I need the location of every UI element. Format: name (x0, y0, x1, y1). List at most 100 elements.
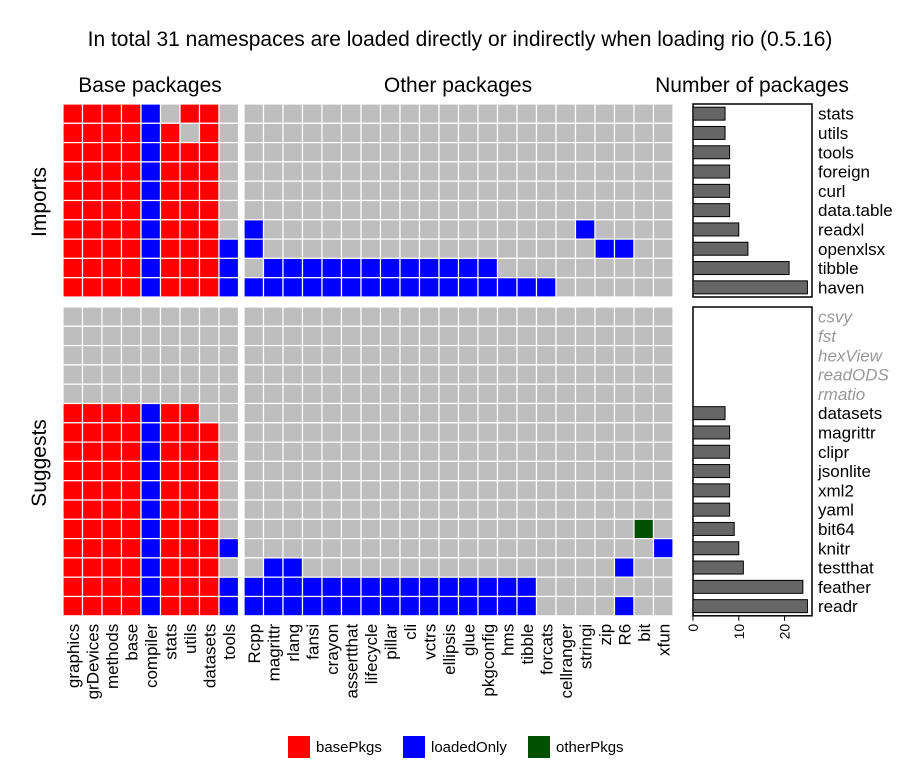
package-label-suggests-readr: readr (818, 597, 858, 616)
cell-base-imports-5-5 (159, 199, 181, 221)
cell-other-imports-2-17 (574, 142, 596, 163)
cell-other-imports-5-10 (438, 199, 460, 221)
cell-base-imports-4-1 (81, 180, 103, 202)
cell-other-suggests-4-5 (340, 383, 362, 405)
cell-other-suggests-7-17 (574, 441, 596, 463)
cell-other-imports-4-7 (379, 180, 401, 202)
cell-other-suggests-15-8 (399, 595, 421, 617)
cell-base-suggests-14-2 (101, 576, 123, 598)
other-package-label-crayon: crayon (323, 624, 342, 675)
cell-base-imports-3-2 (101, 161, 123, 182)
cell-other-suggests-6-7 (379, 422, 401, 443)
cell-other-suggests-14-16 (555, 576, 577, 598)
cell-other-imports-4-21 (652, 180, 674, 202)
cell-other-suggests-13-0 (243, 557, 265, 578)
cell-other-imports-4-13 (496, 180, 518, 202)
cell-other-suggests-10-2 (282, 499, 304, 520)
cell-other-suggests-0-18 (594, 306, 616, 327)
base-package-label-stats: stats (161, 624, 180, 660)
cell-base-imports-0-0 (62, 103, 84, 124)
cell-other-suggests-0-5 (340, 306, 362, 327)
cell-base-suggests-7-3 (120, 441, 142, 463)
cell-other-suggests-0-17 (574, 306, 596, 327)
cell-base-suggests-5-6 (179, 402, 201, 424)
cell-other-imports-5-9 (418, 199, 440, 221)
cell-other-suggests-15-7 (379, 595, 401, 617)
cell-other-suggests-9-18 (594, 480, 616, 501)
cell-base-imports-5-1 (81, 199, 103, 221)
cell-other-suggests-8-14 (516, 460, 538, 482)
cell-other-suggests-3-12 (477, 364, 499, 385)
cell-base-imports-9-8 (218, 277, 240, 298)
cell-other-imports-3-3 (301, 161, 323, 182)
cell-other-imports-1-20 (633, 122, 655, 144)
cell-other-suggests-8-8 (399, 460, 421, 482)
cell-base-suggests-6-2 (101, 422, 123, 443)
other-package-label-magrittr: magrittr (264, 623, 283, 681)
cell-base-suggests-3-7 (198, 364, 220, 385)
cell-other-imports-0-0 (243, 103, 265, 124)
cell-other-suggests-9-4 (321, 480, 343, 501)
cell-other-suggests-0-7 (379, 306, 401, 327)
other-package-label-vctrs: vctrs (420, 624, 439, 660)
cell-base-imports-1-8 (218, 122, 240, 144)
cell-other-suggests-6-8 (399, 422, 421, 443)
cell-other-suggests-8-13 (496, 460, 518, 482)
cell-other-suggests-4-15 (535, 383, 557, 405)
cell-base-suggests-14-5 (159, 576, 181, 598)
cell-other-imports-3-17 (574, 161, 596, 182)
cell-other-imports-7-8 (399, 238, 421, 260)
cell-other-suggests-7-6 (360, 441, 382, 463)
cell-other-suggests-4-7 (379, 383, 401, 405)
cell-other-imports-0-2 (282, 103, 304, 124)
cell-other-suggests-8-1 (262, 460, 284, 482)
cell-other-suggests-7-21 (652, 441, 674, 463)
cell-other-imports-3-20 (633, 161, 655, 182)
cell-base-imports-6-2 (101, 219, 123, 240)
cell-other-suggests-7-13 (496, 441, 518, 463)
cell-base-suggests-10-8 (218, 499, 240, 520)
cell-base-suggests-11-4 (140, 518, 162, 540)
cell-other-imports-8-6 (360, 257, 382, 279)
cell-other-imports-4-9 (418, 180, 440, 202)
cell-other-suggests-4-3 (301, 383, 323, 405)
cell-other-suggests-15-15 (535, 595, 557, 617)
cell-other-suggests-2-18 (594, 345, 616, 366)
cell-base-suggests-0-2 (101, 306, 123, 327)
cell-other-suggests-5-20 (633, 402, 655, 424)
cell-base-suggests-12-1 (81, 537, 103, 559)
cell-other-suggests-5-3 (301, 402, 323, 424)
package-label-suggests-xml2: xml2 (818, 481, 854, 500)
cell-other-suggests-1-21 (652, 325, 674, 347)
cell-other-suggests-6-3 (301, 422, 323, 443)
cell-base-suggests-13-1 (81, 557, 103, 578)
axis-labels: graphics grDevices methods base compiler stat… (64, 105, 893, 700)
cell-base-suggests-13-5 (159, 557, 181, 578)
cell-other-imports-9-5 (340, 277, 362, 298)
cell-other-imports-1-1 (262, 122, 284, 144)
package-label-suggests-magrittr: magrittr (818, 423, 876, 442)
cell-base-suggests-14-0 (62, 576, 84, 598)
cell-other-suggests-7-2 (282, 441, 304, 463)
cell-base-imports-1-4 (140, 122, 162, 144)
cell-other-suggests-15-21 (652, 595, 674, 617)
legend-swatch-otherPkgs (528, 736, 550, 758)
cell-base-imports-9-5 (159, 277, 181, 298)
cell-other-suggests-5-21 (652, 402, 674, 424)
cell-other-suggests-10-3 (301, 499, 323, 520)
count-panel-imports-frame (692, 103, 813, 298)
cell-other-suggests-9-3 (301, 480, 323, 501)
cell-other-suggests-3-0 (243, 364, 265, 385)
cell-other-imports-0-1 (262, 103, 284, 124)
cell-base-suggests-5-1 (81, 402, 103, 424)
cell-base-suggests-10-0 (62, 499, 84, 520)
cell-other-suggests-5-15 (535, 402, 557, 424)
cell-base-suggests-8-4 (140, 460, 162, 482)
cell-other-suggests-6-2 (282, 422, 304, 443)
cell-other-suggests-11-6 (360, 518, 382, 540)
cell-other-suggests-2-11 (457, 345, 479, 366)
cell-other-imports-4-19 (613, 180, 635, 202)
count-bar-imports-utils (692, 125, 726, 140)
cell-other-suggests-12-7 (379, 537, 401, 559)
cell-other-suggests-14-11 (457, 576, 479, 598)
